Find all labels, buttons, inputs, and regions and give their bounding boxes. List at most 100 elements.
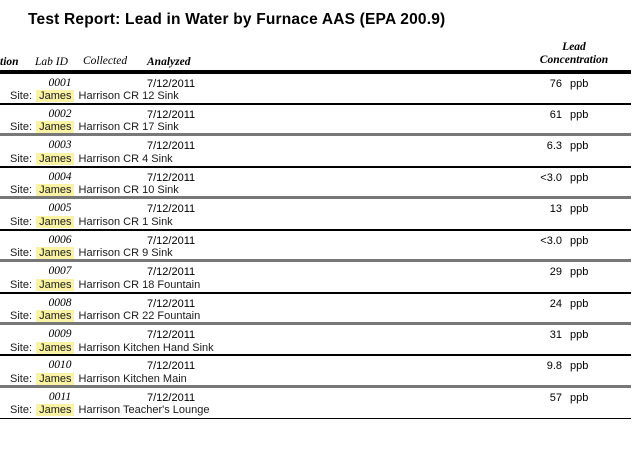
table-row: 0006 7/12/2011 <3.0 ppb Site: James Harr… [0,231,640,263]
site-description: Harrison CR 17 Sink [78,121,179,134]
concentration-value: 31 [549,329,562,341]
concentration-value: <3.0 [540,171,562,184]
concentration-unit: ppb [570,203,589,216]
concentration-unit: ppb [570,297,589,310]
site-name-highlighted: James [36,152,75,165]
column-header-lead-concentration: Lead Concentration [510,41,638,66]
table-row: 0007 7/12/2011 29 ppb Site: James Harris… [0,262,640,294]
site-name-highlighted: James [36,372,75,385]
row-separator [0,165,631,168]
site-line: Site: James Harrison CR 4 Sink [10,152,173,166]
site-prefix-label: Site: [10,90,33,102]
site-name-highlighted: James [36,215,75,228]
table-row: 0003 7/12/2011 6.3 ppb Site: James Harri… [0,136,640,168]
table-row: 0011 7/12/2011 57 ppb Site: James Harris… [0,388,640,420]
analyzed-date-value: 7/12/2011 [147,140,196,153]
site-name-highlighted: James [36,341,75,354]
row-separator [0,133,631,137]
row-separator [0,291,631,294]
row-separator [0,417,631,420]
concentration-value: 6.3 [546,140,562,153]
row-separator [0,322,631,325]
site-prefix-label: Site: [10,310,33,323]
concentration-unit: ppb [570,391,589,404]
column-header-lead-line1: Lead [562,41,586,53]
site-line: Site: James Harrison CR 17 Sink [10,121,179,134]
analyzed-date-value: 7/12/2011 [147,391,196,404]
report-title: Test Report: Lead in Water by Furnace AA… [28,11,446,28]
row-separator [0,228,631,231]
row-separator [0,259,631,263]
site-line: Site: James Harrison CR 18 Fountain [10,278,201,292]
site-prefix-label: Site: [10,215,33,228]
site-prefix-label: Site: [10,404,33,417]
header-rule [0,70,631,74]
lab-id-value: 0009 [48,328,72,340]
lab-id-value: 0007 [48,265,72,278]
concentration-unit: ppb [570,266,589,279]
analyzed-date-value: 7/12/2011 [147,203,196,216]
site-line: Site: James Harrison CR 10 Sink [10,184,179,197]
lab-id-value: 0008 [48,296,72,309]
concentration-unit: ppb [570,77,589,90]
analyzed-date-value: 7/12/2011 [147,329,196,341]
site-description: Harrison CR 22 Fountain [78,310,201,323]
analyzed-date-value: 7/12/2011 [147,360,196,373]
lab-id-value: 0010 [48,359,72,372]
site-prefix-label: Site: [10,341,33,354]
site-name-highlighted: James [36,121,75,134]
column-header-location: tion [0,56,19,68]
concentration-value: 29 [549,266,562,279]
lab-id-value: 0004 [48,170,72,183]
site-description: Harrison CR 12 Sink [78,90,179,102]
site-line: Site: James Harrison CR 12 Sink [10,90,179,103]
site-description: Harrison CR 4 Sink [78,152,173,165]
row-separator [0,196,631,200]
site-name-highlighted: James [36,278,75,291]
lab-id-value: 0002 [48,107,72,120]
site-description: Harrison CR 18 Fountain [78,278,201,291]
table-row: 0010 7/12/2011 9.8 ppb Site: James Harri… [0,356,640,388]
column-header-collected: Collected [83,55,128,67]
site-description: Harrison Kitchen Hand Sink [78,341,214,354]
site-prefix-label: Site: [10,184,33,197]
site-name-highlighted: James [36,310,75,323]
site-prefix-label: Site: [10,247,33,260]
table-row: 0002 7/12/2011 61 ppb Site: James Harris… [0,105,640,137]
concentration-unit: ppb [570,140,589,153]
lab-id-value: 0001 [48,76,72,89]
site-line: Site: James Harrison Kitchen Main [10,372,187,386]
column-header-lead-line2: Concentration [539,53,609,66]
lab-id-value: 0005 [48,202,72,215]
site-name-highlighted: James [36,184,75,197]
concentration-unit: ppb [570,234,589,247]
site-description: Harrison Teacher's Lounge [78,404,210,417]
concentration-unit: ppb [570,360,589,373]
row-separator [0,102,631,105]
table-row: 0004 7/12/2011 <3.0 ppb Site: James Harr… [0,168,640,200]
site-name-highlighted: James [36,404,75,417]
analyzed-date-value: 7/12/2011 [147,171,196,184]
lab-id-value: 0006 [48,233,72,246]
analyzed-date-value: 7/12/2011 [147,108,196,121]
site-line: Site: James Harrison Kitchen Hand Sink [10,341,214,355]
results-table: 0001 7/12/2011 76 ppb Site: James Harris… [0,74,640,420]
concentration-value: 76 [549,77,562,90]
concentration-value: 24 [549,297,562,310]
table-row: 0008 7/12/2011 24 ppb Site: James Harris… [0,294,640,325]
concentration-value: <3.0 [540,234,562,247]
site-prefix-label: Site: [10,278,33,291]
concentration-unit: ppb [570,108,589,121]
site-line: Site: James Harrison CR 9 Sink [10,247,173,260]
column-header-lab-id: Lab ID [35,56,68,68]
table-row: 0009 7/12/2011 31 ppb Site: James Harris… [0,325,640,357]
row-separator [0,354,631,357]
analyzed-date-value: 7/12/2011 [147,297,196,310]
column-header-analyzed: Analyzed [147,56,191,68]
site-prefix-label: Site: [10,152,33,165]
concentration-value: 9.8 [546,360,562,373]
concentration-value: 61 [549,108,562,121]
site-description: Harrison CR 9 Sink [78,247,173,260]
lab-id-value: 0003 [48,139,72,152]
